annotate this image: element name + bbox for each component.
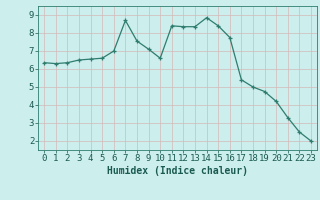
X-axis label: Humidex (Indice chaleur): Humidex (Indice chaleur): [107, 166, 248, 176]
